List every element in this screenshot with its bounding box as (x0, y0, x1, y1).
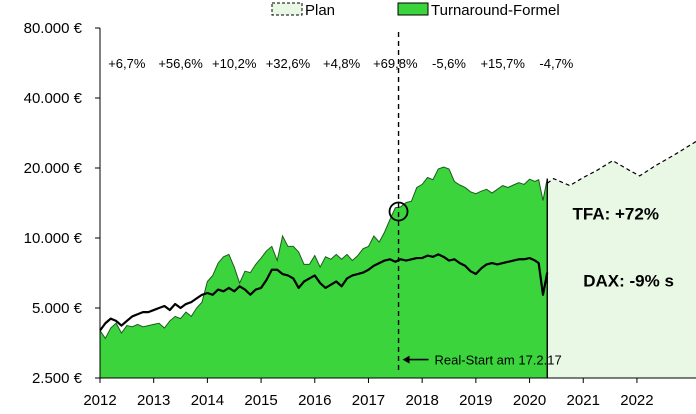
real-start-annotation: Real-Start am 17.2.17 (435, 353, 562, 368)
x-tick-label: 2021 (567, 392, 600, 409)
x-tick-label: 2013 (137, 392, 170, 409)
y-tick-label: 10.000 € (24, 230, 83, 247)
annual-return-label: +15,7% (480, 56, 525, 71)
summary-label: DAX: -9% s (583, 271, 674, 290)
y-tick-label: 40.000 € (24, 90, 83, 107)
real-start-arrowhead (402, 355, 410, 364)
labels: Real-Start am 17.2.17 +6,7% +56,6% +10,2% +3… (108, 56, 674, 368)
legend: Plan Turnaround-Formel (271, 2, 560, 19)
annual-return-label: +6,7% (108, 56, 146, 71)
plan-area (547, 141, 696, 378)
y-tick-label: 2.500 € (32, 370, 83, 387)
legend-label-1: Turnaround-Formel (431, 2, 560, 19)
turnaround-formel-outline (99, 166, 548, 340)
legend-swatch-0 (271, 2, 303, 16)
x-tick-label: 2018 (405, 392, 438, 409)
x-tick-label: 2017 (352, 392, 385, 409)
area-layer (99, 140, 696, 379)
x-tick-label: 2014 (191, 392, 224, 409)
x-tick-label: 2020 (513, 392, 546, 409)
annual-return-label: -5,6% (432, 56, 466, 71)
annual-return-label: +10,2% (212, 56, 257, 71)
summary-label: TFA: +72% (573, 205, 659, 224)
legend-swatch-1 (397, 2, 429, 16)
line-layer (99, 32, 549, 372)
annual-return-label: -4,7% (539, 56, 573, 71)
x-tick-label: 2022 (620, 392, 653, 409)
annual-return-label: +56,6% (158, 56, 203, 71)
y-tick-label: 20.000 € (24, 160, 83, 177)
y-tick-label: 5.000 € (32, 300, 83, 317)
legend-label-0: Plan (305, 2, 335, 19)
x-tick-label: 2015 (244, 392, 277, 409)
turnaround-formel-area (100, 166, 548, 378)
annual-return-label: +32,6% (266, 56, 311, 71)
x-tick-label: 2012 (83, 392, 116, 409)
axes: 2.500 € 5.000 € 10.000 € 20.000 € 40.000 € 80… (24, 20, 696, 409)
x-tick-label: 2019 (459, 392, 492, 409)
y-tick-label: 80.000 € (24, 20, 83, 37)
x-tick-label: 2016 (298, 392, 331, 409)
annual-return-label: +69,8% (373, 56, 418, 71)
dax-line (99, 253, 549, 332)
real-start-circle (388, 201, 409, 222)
annual-return-label: +4,8% (323, 56, 361, 71)
